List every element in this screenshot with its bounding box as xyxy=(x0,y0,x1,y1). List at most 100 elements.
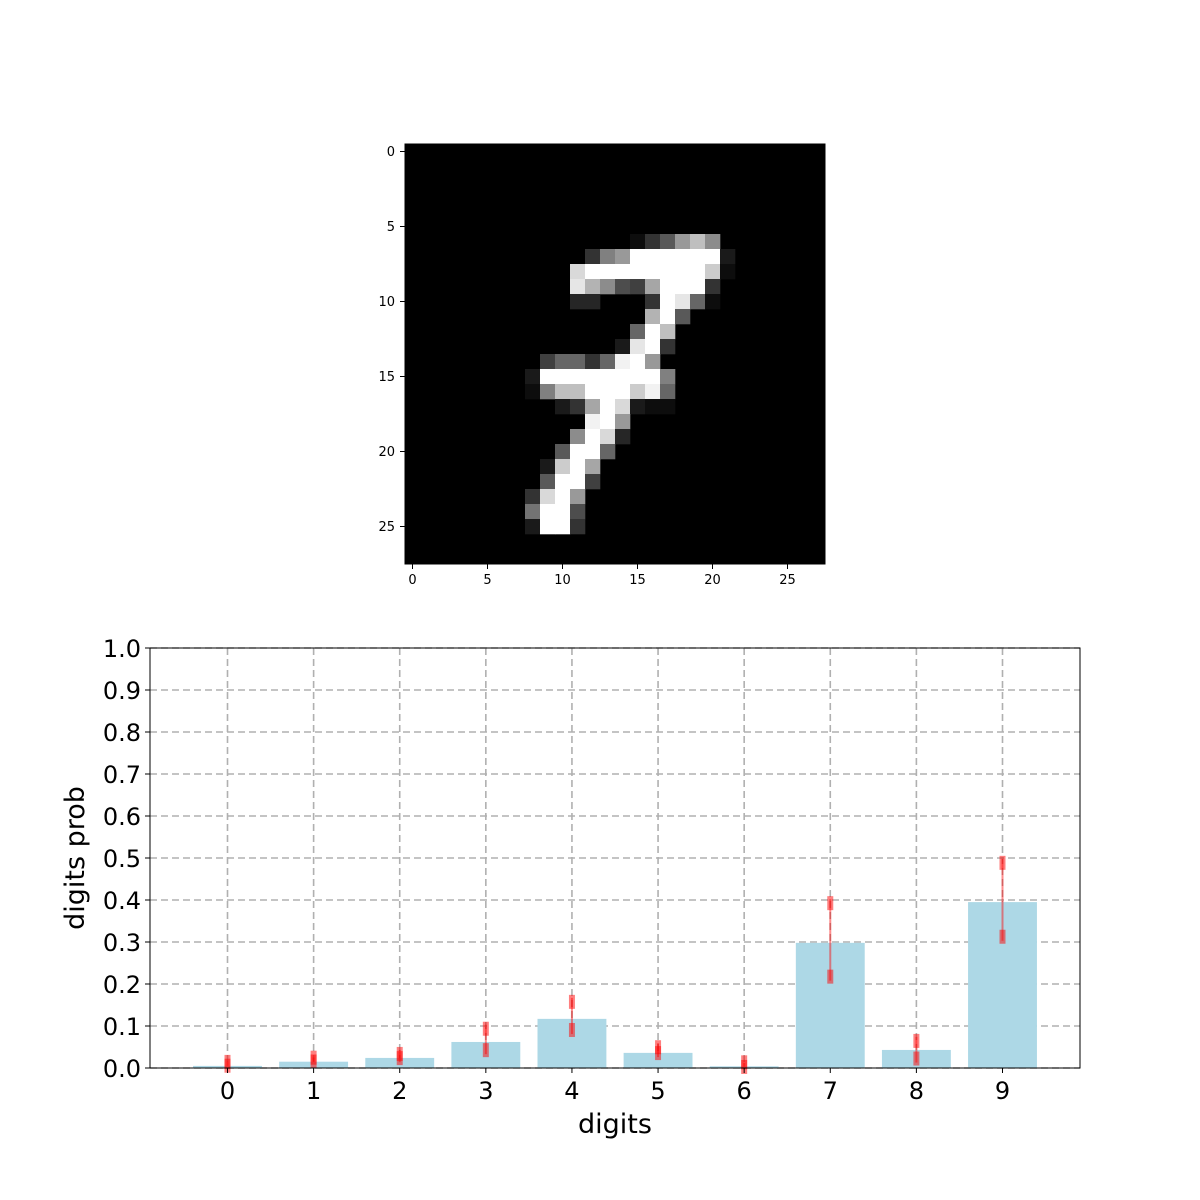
pixel-cell xyxy=(645,309,661,325)
image-x-tick-label: 10 xyxy=(554,573,571,588)
pixel-cell xyxy=(555,504,571,520)
error-bar-cap-low xyxy=(396,1051,403,1066)
pixel-cell xyxy=(720,249,736,265)
pixel-cell xyxy=(585,249,601,265)
pixel-cell xyxy=(585,354,601,370)
error-bar-cap-low xyxy=(655,1046,662,1061)
pixel-cell xyxy=(600,249,616,265)
pixel-cell xyxy=(615,429,631,445)
pixel-cell xyxy=(645,369,661,385)
pixel-cell xyxy=(690,294,706,310)
pixel-cell xyxy=(615,354,631,370)
y-tick-label: 0.1 xyxy=(103,1013,141,1041)
pixel-cell xyxy=(615,249,631,265)
pixel-cell xyxy=(585,429,601,445)
pixel-cell xyxy=(705,294,721,310)
pixel-cell xyxy=(570,294,586,310)
pixel-cell xyxy=(600,354,616,370)
x-tick-label: 5 xyxy=(650,1077,665,1105)
y-tick-label: 0.6 xyxy=(103,803,141,831)
pixel-cell xyxy=(615,264,631,280)
pixel-cell xyxy=(600,399,616,415)
pixel-cell xyxy=(615,369,631,385)
pixel-cell xyxy=(615,399,631,415)
pixel-cell xyxy=(570,474,586,490)
image-y-ticks: 0 5 10 15 20 25 xyxy=(378,145,405,535)
pixel-cell xyxy=(555,399,571,415)
pixel-cell xyxy=(660,369,676,385)
pixel-cell xyxy=(555,519,571,535)
pixel-cell xyxy=(660,309,676,325)
pixel-cell xyxy=(585,474,601,490)
pixel-cell xyxy=(525,369,541,385)
pixel-cell xyxy=(570,444,586,460)
pixel-cell xyxy=(525,504,541,520)
image-y-tick-label: 20 xyxy=(378,445,395,460)
error-bar-cap-low xyxy=(568,1022,575,1037)
x-tick-label: 4 xyxy=(564,1077,579,1105)
y-axis-label: digits prob xyxy=(60,786,91,930)
pixel-cell xyxy=(570,504,586,520)
pixel-cell xyxy=(690,264,706,280)
y-axis-ticks: 0.0 0.1 0.2 0.3 0.4 0.5 0.6 0.7 0.8 0.9 1.0 xyxy=(103,635,150,1083)
error-bar-cap-high xyxy=(827,896,834,911)
error-bar-cap-low xyxy=(913,1051,920,1066)
pixel-cell xyxy=(555,459,571,475)
pixel-cell xyxy=(660,279,676,295)
pixel-cell xyxy=(660,234,676,250)
bar xyxy=(795,942,865,1068)
x-tick-label: 6 xyxy=(737,1077,752,1105)
pixel-cell xyxy=(705,234,721,250)
pixel-cell xyxy=(555,354,571,370)
pixel-cell xyxy=(630,339,646,355)
pixel-cell xyxy=(555,444,571,460)
image-x-tick-label: 0 xyxy=(408,573,416,588)
pixel-cell xyxy=(660,264,676,280)
pixel-cell xyxy=(600,444,616,460)
error-bar-cap-low xyxy=(741,1055,748,1070)
pixel-cell xyxy=(525,384,541,400)
pixel-cell xyxy=(570,459,586,475)
pixel-cell xyxy=(705,264,721,280)
pixel-cell xyxy=(540,519,556,535)
pixel-cell xyxy=(570,519,586,535)
y-tick-label: 0.0 xyxy=(103,1055,141,1083)
pixel-cell xyxy=(540,474,556,490)
pixel-cell xyxy=(525,519,541,535)
pixel-cell xyxy=(675,264,691,280)
pixel-cell xyxy=(570,489,586,505)
error-bar-cap-low xyxy=(999,929,1006,944)
pixel-cell xyxy=(585,459,601,475)
grid-lines xyxy=(150,647,1080,1069)
pixel-cell xyxy=(645,279,661,295)
pixel-cell xyxy=(540,459,556,475)
pixel-cell xyxy=(690,279,706,295)
pixel-cell xyxy=(540,354,556,370)
pixel-cell xyxy=(645,324,661,340)
pixel-cell xyxy=(600,414,616,430)
error-bar-cap-low xyxy=(224,1054,231,1069)
error-bar-cap-low xyxy=(482,1043,489,1058)
pixel-cell xyxy=(615,279,631,295)
image-y-tick-label: 25 xyxy=(378,520,395,535)
pixel-cell xyxy=(675,309,691,325)
error-bar-cap-low xyxy=(310,1050,317,1065)
pixel-cell xyxy=(570,354,586,370)
y-tick-label: 0.7 xyxy=(103,761,141,789)
pixel-cell xyxy=(645,339,661,355)
pixel-cell xyxy=(630,234,646,250)
pixel-cell xyxy=(675,294,691,310)
pixel-cell xyxy=(690,249,706,265)
pixel-cell xyxy=(540,384,556,400)
image-x-tick-label: 5 xyxy=(483,573,491,588)
pixel-cell xyxy=(660,399,676,415)
y-tick-label: 0.2 xyxy=(103,971,141,999)
pixel-cell xyxy=(660,249,676,265)
y-tick-label: 0.3 xyxy=(103,929,141,957)
image-y-tick-label: 0 xyxy=(387,145,395,160)
error-bar-cap-high xyxy=(568,994,575,1009)
pixel-cell xyxy=(585,399,601,415)
image-y-tick-label: 10 xyxy=(378,295,395,310)
pixel-cell xyxy=(645,399,661,415)
